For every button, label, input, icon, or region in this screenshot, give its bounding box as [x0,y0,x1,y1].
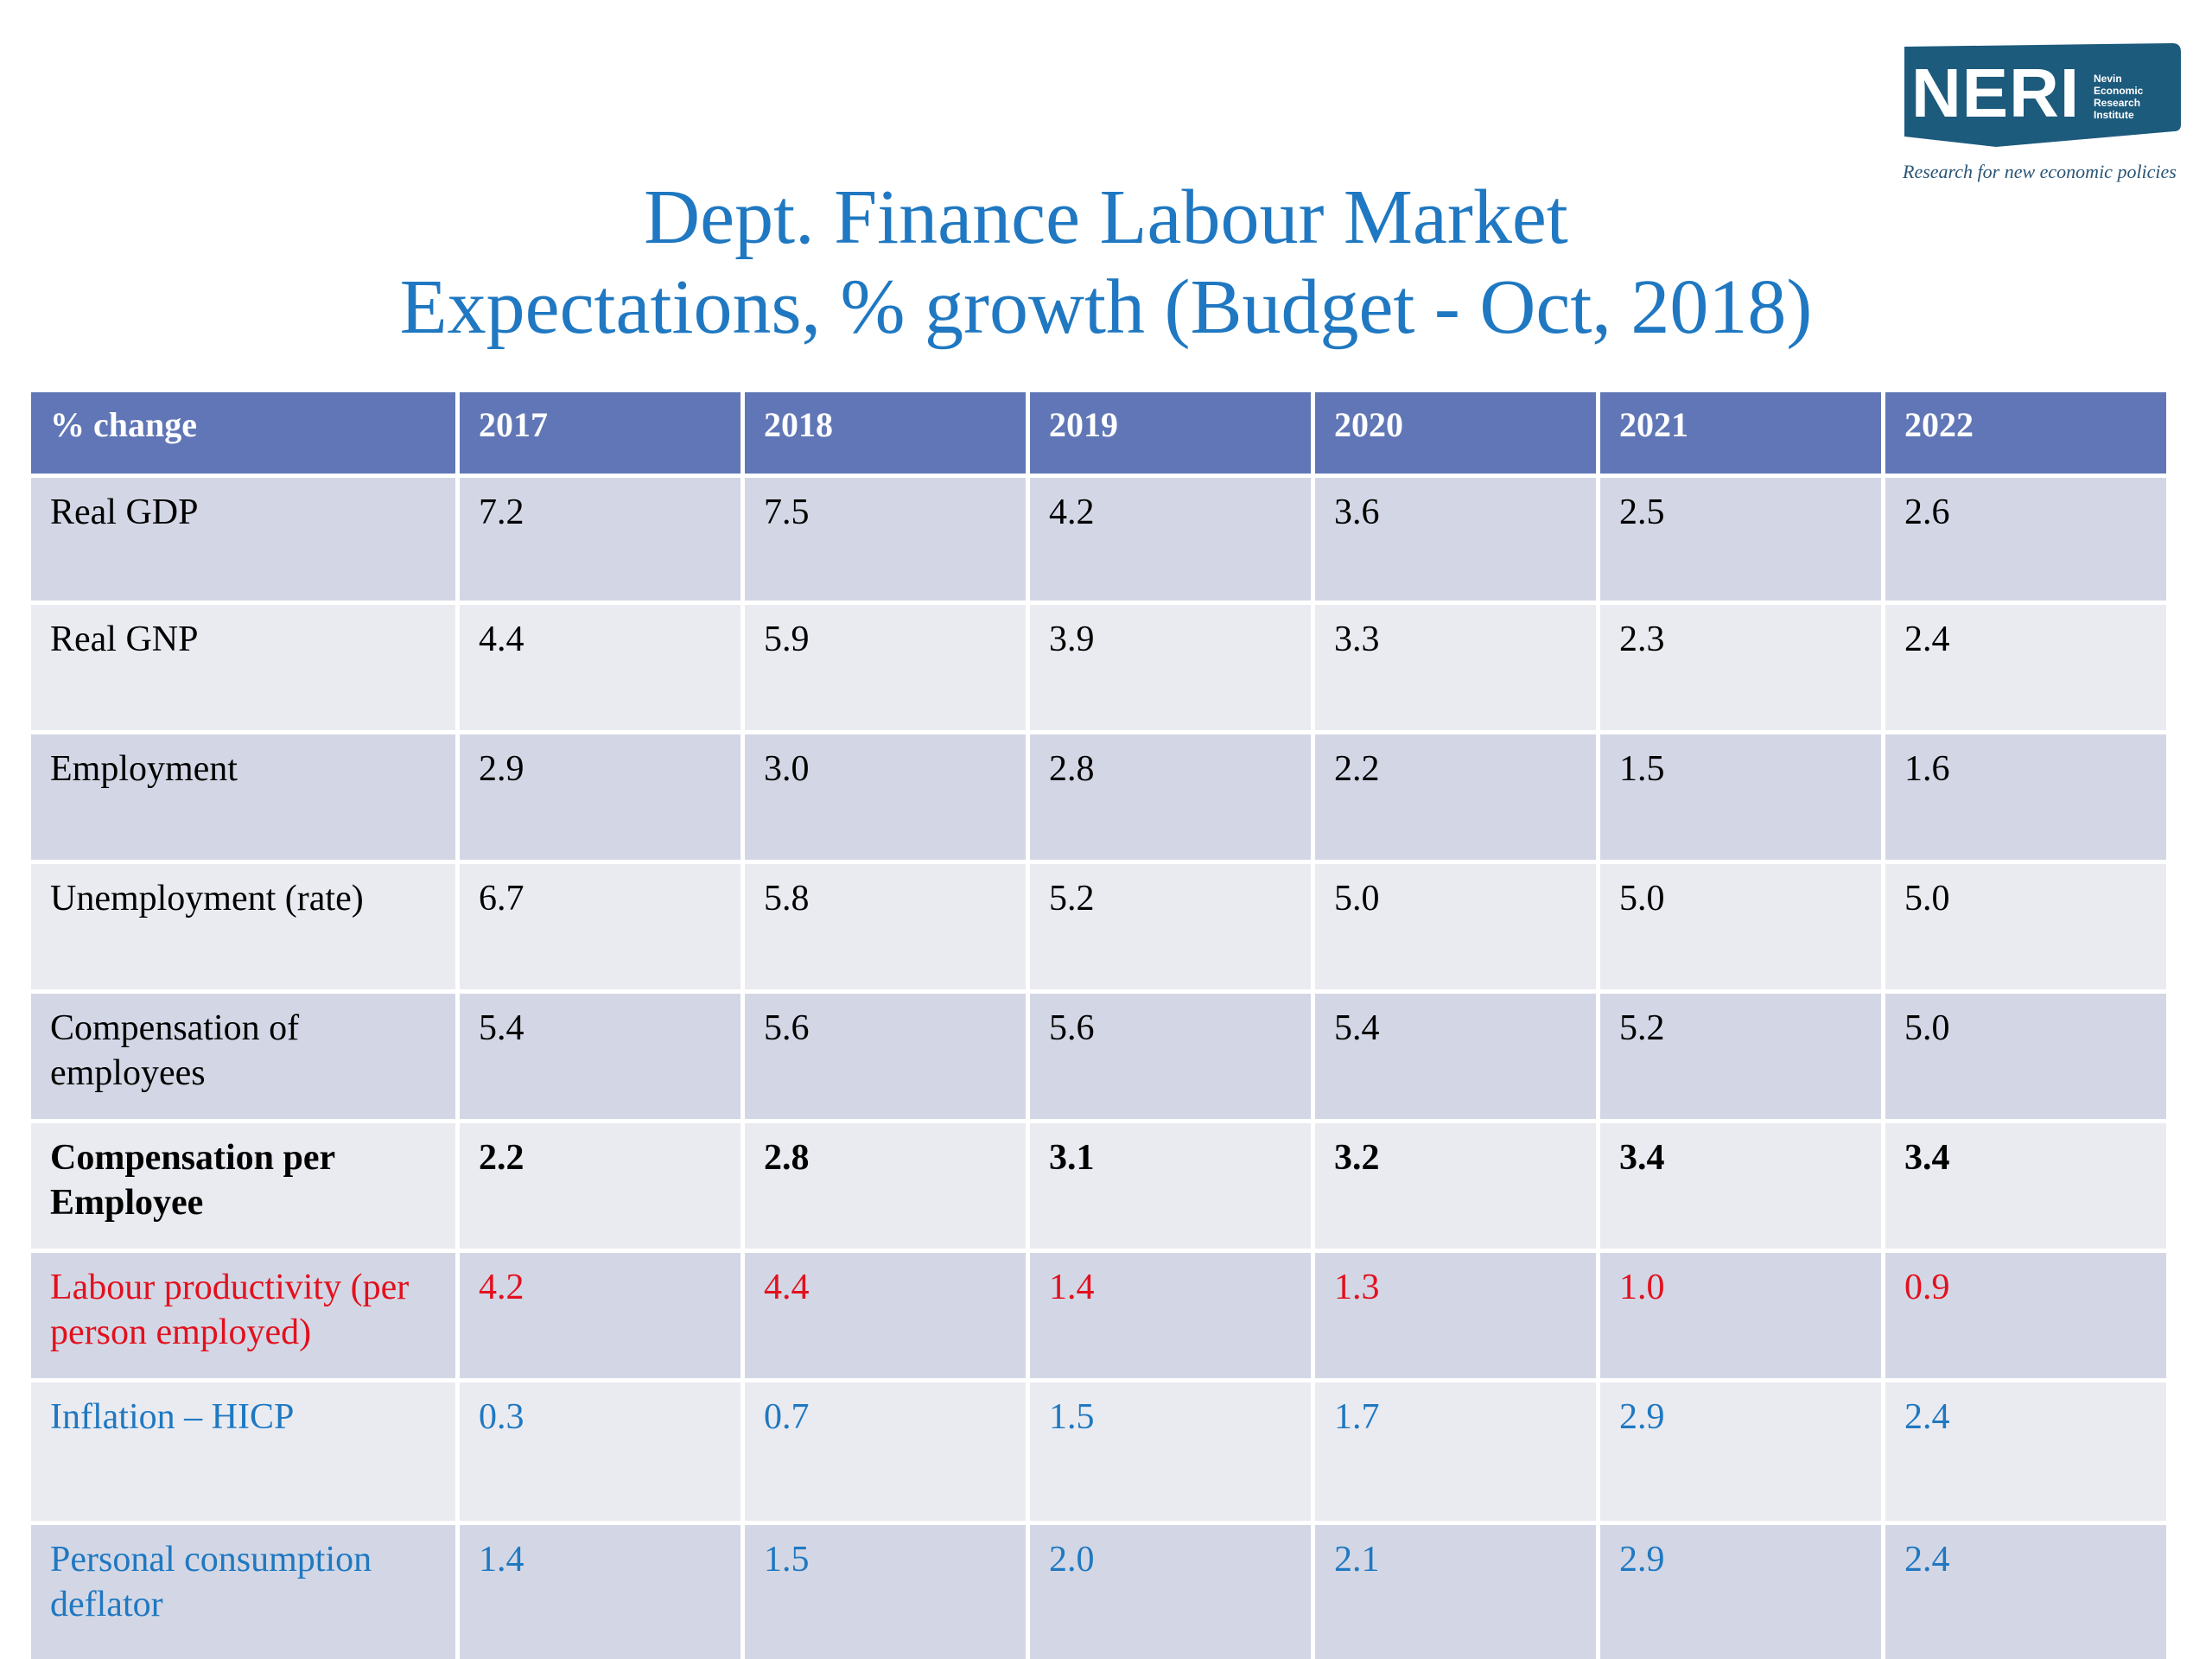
cell-value: 5.4 [455,989,745,1123]
table-header-row: % change 2017 2018 2019 2020 2021 2022 [27,388,2171,478]
cell-value: 0.3 [455,1378,745,1525]
cell-value: 5.0 [1596,860,1885,994]
neri-logo: NERI Nevin Economic Research Institute R… [1899,41,2193,183]
logo-subtitle-line: Economic [2094,85,2144,97]
cell-value: 5.6 [1026,989,1315,1123]
cell-value: 3.2 [1311,1119,1600,1253]
cell-value: 1.3 [1311,1249,1600,1382]
header-cell-year: 2021 [1596,388,1885,478]
cell-value: 2.2 [1311,730,1600,864]
cell-value: 1.5 [741,1521,1030,1659]
row-label: Labour productivity (per person employed… [27,1249,460,1382]
cell-value: 1.5 [1596,730,1885,864]
cell-value: 6.7 [455,860,745,994]
header-cell-year: 2019 [1026,388,1315,478]
cell-value: 3.4 [1881,1119,2171,1253]
cell-value: 3.4 [1596,1119,1885,1253]
cell-value: 2.4 [1881,601,2171,734]
table-row-labour-productivity: Labour productivity (per person employed… [27,1249,2171,1382]
cell-value: 5.8 [741,860,1030,994]
cell-value: 2.3 [1596,601,1885,734]
cell-value: 5.6 [741,989,1030,1123]
row-label: Real GNP [27,601,460,734]
cell-value: 3.9 [1026,601,1315,734]
cell-value: 4.2 [455,1249,745,1382]
table-row-compensation-per-employee: Compensation per Employee 2.2 2.8 3.1 3.… [27,1119,2171,1253]
cell-value: 2.9 [1596,1521,1885,1659]
slide-title: Dept. Finance Labour Market Expectations… [0,173,2212,353]
logo-subtitle-line: Research [2094,97,2141,109]
cell-value: 4.4 [455,601,745,734]
table-row-inflation-hicp: Inflation – HICP 0.3 0.7 1.5 1.7 2.9 2.4 [27,1378,2171,1525]
cell-value: 0.7 [741,1378,1030,1525]
header-cell-year: 2017 [455,388,745,478]
table-row-real-gdp: Real GDP 7.2 7.5 4.2 3.6 2.5 2.6 [27,474,2171,605]
cell-value: 7.5 [741,474,1030,605]
cell-value: 2.9 [1596,1378,1885,1525]
cell-value: 1.7 [1311,1378,1600,1525]
cell-value: 4.2 [1026,474,1315,605]
row-label: Inflation – HICP [27,1378,460,1525]
cell-value: 5.4 [1311,989,1600,1123]
cell-value: 3.3 [1311,601,1600,734]
row-label: Compensation of employees [27,989,460,1123]
cell-value: 2.6 [1881,474,2171,605]
cell-value: 7.2 [455,474,745,605]
header-cell-year: 2020 [1311,388,1600,478]
cell-value: 4.4 [741,1249,1030,1382]
table-row-compensation-of-employees: Compensation of employees 5.4 5.6 5.6 5.… [27,989,2171,1123]
cell-value: 2.4 [1881,1521,2171,1659]
cell-value: 1.6 [1881,730,2171,864]
cell-value: 5.0 [1881,860,2171,994]
cell-value: 1.0 [1596,1249,1885,1382]
row-label: Unemployment (rate) [27,860,460,994]
cell-value: 1.5 [1026,1378,1315,1525]
cell-value: 2.9 [455,730,745,864]
logo-subtitle-line: Nevin [2094,73,2122,85]
table-row-unemployment-rate: Unemployment (rate) 6.7 5.8 5.2 5.0 5.0 … [27,860,2171,994]
cell-value: 5.2 [1596,989,1885,1123]
row-label: Personal consumption deflator [27,1521,460,1659]
cell-value: 2.0 [1026,1521,1315,1659]
forecast-table: % change 2017 2018 2019 2020 2021 2022 R… [27,388,2171,1659]
logo-subtitle-line: Institute [2094,109,2134,121]
cell-value: 1.4 [1026,1249,1315,1382]
table-row-personal-consumption-deflator: Personal consumption deflator 1.4 1.5 2.… [27,1521,2171,1659]
cell-value: 3.6 [1311,474,1600,605]
cell-value: 2.2 [455,1119,745,1253]
cell-value: 2.1 [1311,1521,1600,1659]
header-cell-year: 2018 [741,388,1030,478]
row-label: Compensation per Employee [27,1119,460,1253]
row-label: Real GDP [27,474,460,605]
cell-value: 5.9 [741,601,1030,734]
table-row-employment: Employment 2.9 3.0 2.8 2.2 1.5 1.6 [27,730,2171,864]
header-cell-label: % change [27,388,460,478]
logo-tagline: Research for new economic policies [1903,161,2177,182]
neri-logo-shape [1904,43,2181,147]
cell-value: 1.4 [455,1521,745,1659]
cell-value: 5.0 [1881,989,2171,1123]
cell-value: 3.0 [741,730,1030,864]
row-label: Employment [27,730,460,864]
cell-value: 3.1 [1026,1119,1315,1253]
neri-logo-badge: NERI Nevin Economic Research Institute [1899,41,2184,149]
neri-logo-subtitle: Nevin Economic Research Institute [2094,73,2176,121]
cell-value: 2.4 [1881,1378,2171,1525]
cell-value: 2.8 [1026,730,1315,864]
cell-value: 5.0 [1311,860,1600,994]
cell-value: 2.5 [1596,474,1885,605]
cell-value: 2.8 [741,1119,1030,1253]
table-row-real-gnp: Real GNP 4.4 5.9 3.9 3.3 2.3 2.4 [27,601,2171,734]
neri-logo-letters: NERI [1911,54,2081,131]
cell-value: 0.9 [1881,1249,2171,1382]
cell-value: 5.2 [1026,860,1315,994]
header-cell-year: 2022 [1881,388,2171,478]
slide-title-line-1: Dept. Finance Labour Market [644,175,1568,260]
slide-title-line-2: Expectations, % growth (Budget - Oct, 20… [399,264,1813,350]
